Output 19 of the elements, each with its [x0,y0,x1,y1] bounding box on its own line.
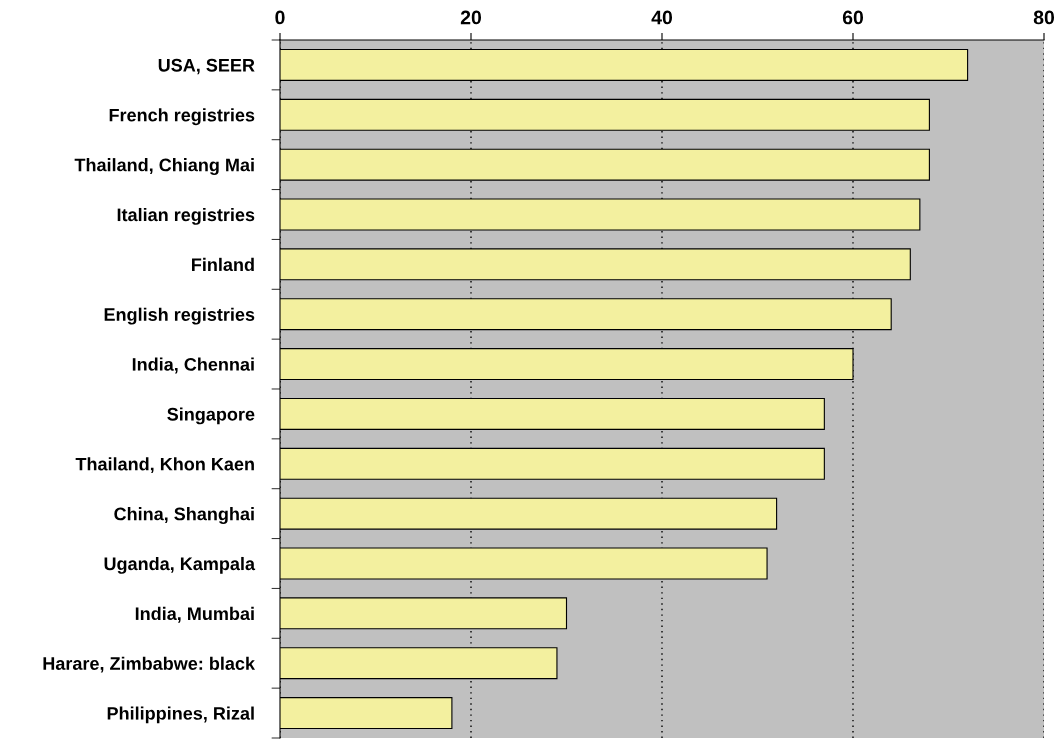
y-tick-label: Thailand, Khon Kaen [75,457,254,474]
y-tick-label: Thailand, Chiang Mai [74,158,254,176]
y-tick-label: Philippines, Rizal [107,706,254,724]
y-tick-label: USA, SEER [158,58,255,75]
y-tick-label: India, Chennai [132,357,254,374]
y-tick-label: India, Mumbai [135,606,254,623]
x-tick-label: 40 [651,10,673,25]
y-tick-label: China, Shanghai [114,507,254,525]
y-tick-label: Finland [192,257,254,272]
y-tick-label: Italian registries [117,207,255,225]
y-tick-label: French registries [109,108,255,126]
x-tick-label: 80 [1033,10,1055,25]
y-tick-label: Uganda, Kampala [104,556,256,574]
x-tick-label: 60 [842,10,864,25]
y-tick-label: Singapore [167,407,255,425]
x-tick-label: 20 [460,10,482,25]
y-tick-label: Harare, Zimbabwe: black [43,656,256,673]
x-tick-label: 0 [275,10,285,25]
y-tick-label: English registries [104,307,255,325]
